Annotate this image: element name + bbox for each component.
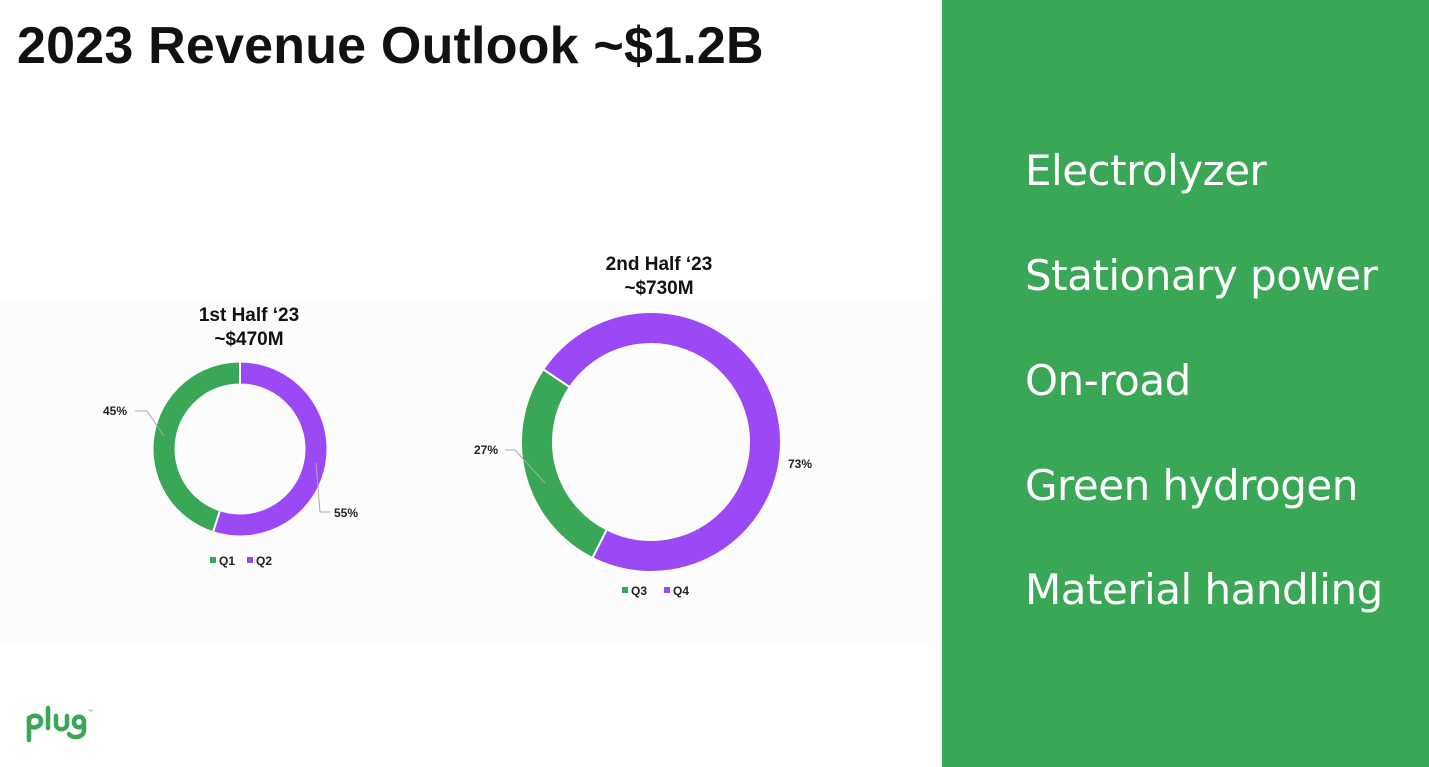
label-leader-q1	[135, 410, 165, 437]
slice-q2	[213, 362, 327, 536]
chart-1-subtitle: ~$470M	[214, 329, 283, 350]
chart-2-subtitle: ~$730M	[624, 278, 693, 299]
legend-label-q2: Q2	[256, 554, 272, 568]
data-label-q4: 73%	[788, 457, 812, 471]
legend-label-q4: Q4	[673, 584, 689, 598]
donut-chart-h2: 2nd Half ‘23 ~$730M 27% 73% Q3 Q4	[474, 254, 812, 598]
legend-swatch-q1	[210, 557, 216, 563]
slice-q1	[153, 362, 241, 532]
slice-q3	[522, 369, 607, 558]
chart-1-title: 1st Half ‘23	[199, 305, 299, 326]
data-label-q2: 55%	[334, 506, 358, 520]
slice-separator	[591, 529, 608, 558]
segments-panel: Electrolyzer Stationary power On-road Gr…	[942, 0, 1429, 767]
segment-item-electrolyzer: Electrolyzer	[1025, 146, 1267, 195]
legend-label-q1: Q1	[219, 554, 235, 568]
slice-q4	[544, 313, 780, 571]
segment-item-green-hydrogen: Green hydrogen	[1025, 461, 1358, 510]
donut-chart-h1: 1st Half ‘23 ~$470M 45% 55% Q1 Q2	[103, 305, 358, 568]
legend-swatch-q2	[247, 557, 253, 563]
donut-charts: 1st Half ‘23 ~$470M 45% 55% Q1 Q2 2nd Ha…	[103, 254, 812, 598]
plug-logo: ™	[26, 705, 93, 743]
chart-2-title: 2nd Half ‘23	[606, 254, 713, 275]
page-title: 2023 Revenue Outlook ~$1.2B	[17, 17, 764, 75]
label-leader-q2	[315, 462, 330, 513]
segment-item-stationary-power: Stationary power	[1025, 251, 1378, 300]
legend-swatch-q4	[664, 587, 670, 593]
data-label-q1: 45%	[103, 404, 127, 418]
legend-swatch-q3	[622, 587, 628, 593]
legend-label-q3: Q3	[631, 584, 647, 598]
segment-item-on-road: On-road	[1025, 356, 1191, 405]
segment-item-material-handling: Material handling	[1025, 565, 1383, 614]
svg-text:™: ™	[88, 709, 93, 715]
slice-separator	[212, 510, 221, 532]
data-label-q3: 27%	[474, 443, 498, 457]
slice-separator	[543, 369, 570, 388]
label-leader-q3	[505, 449, 546, 484]
